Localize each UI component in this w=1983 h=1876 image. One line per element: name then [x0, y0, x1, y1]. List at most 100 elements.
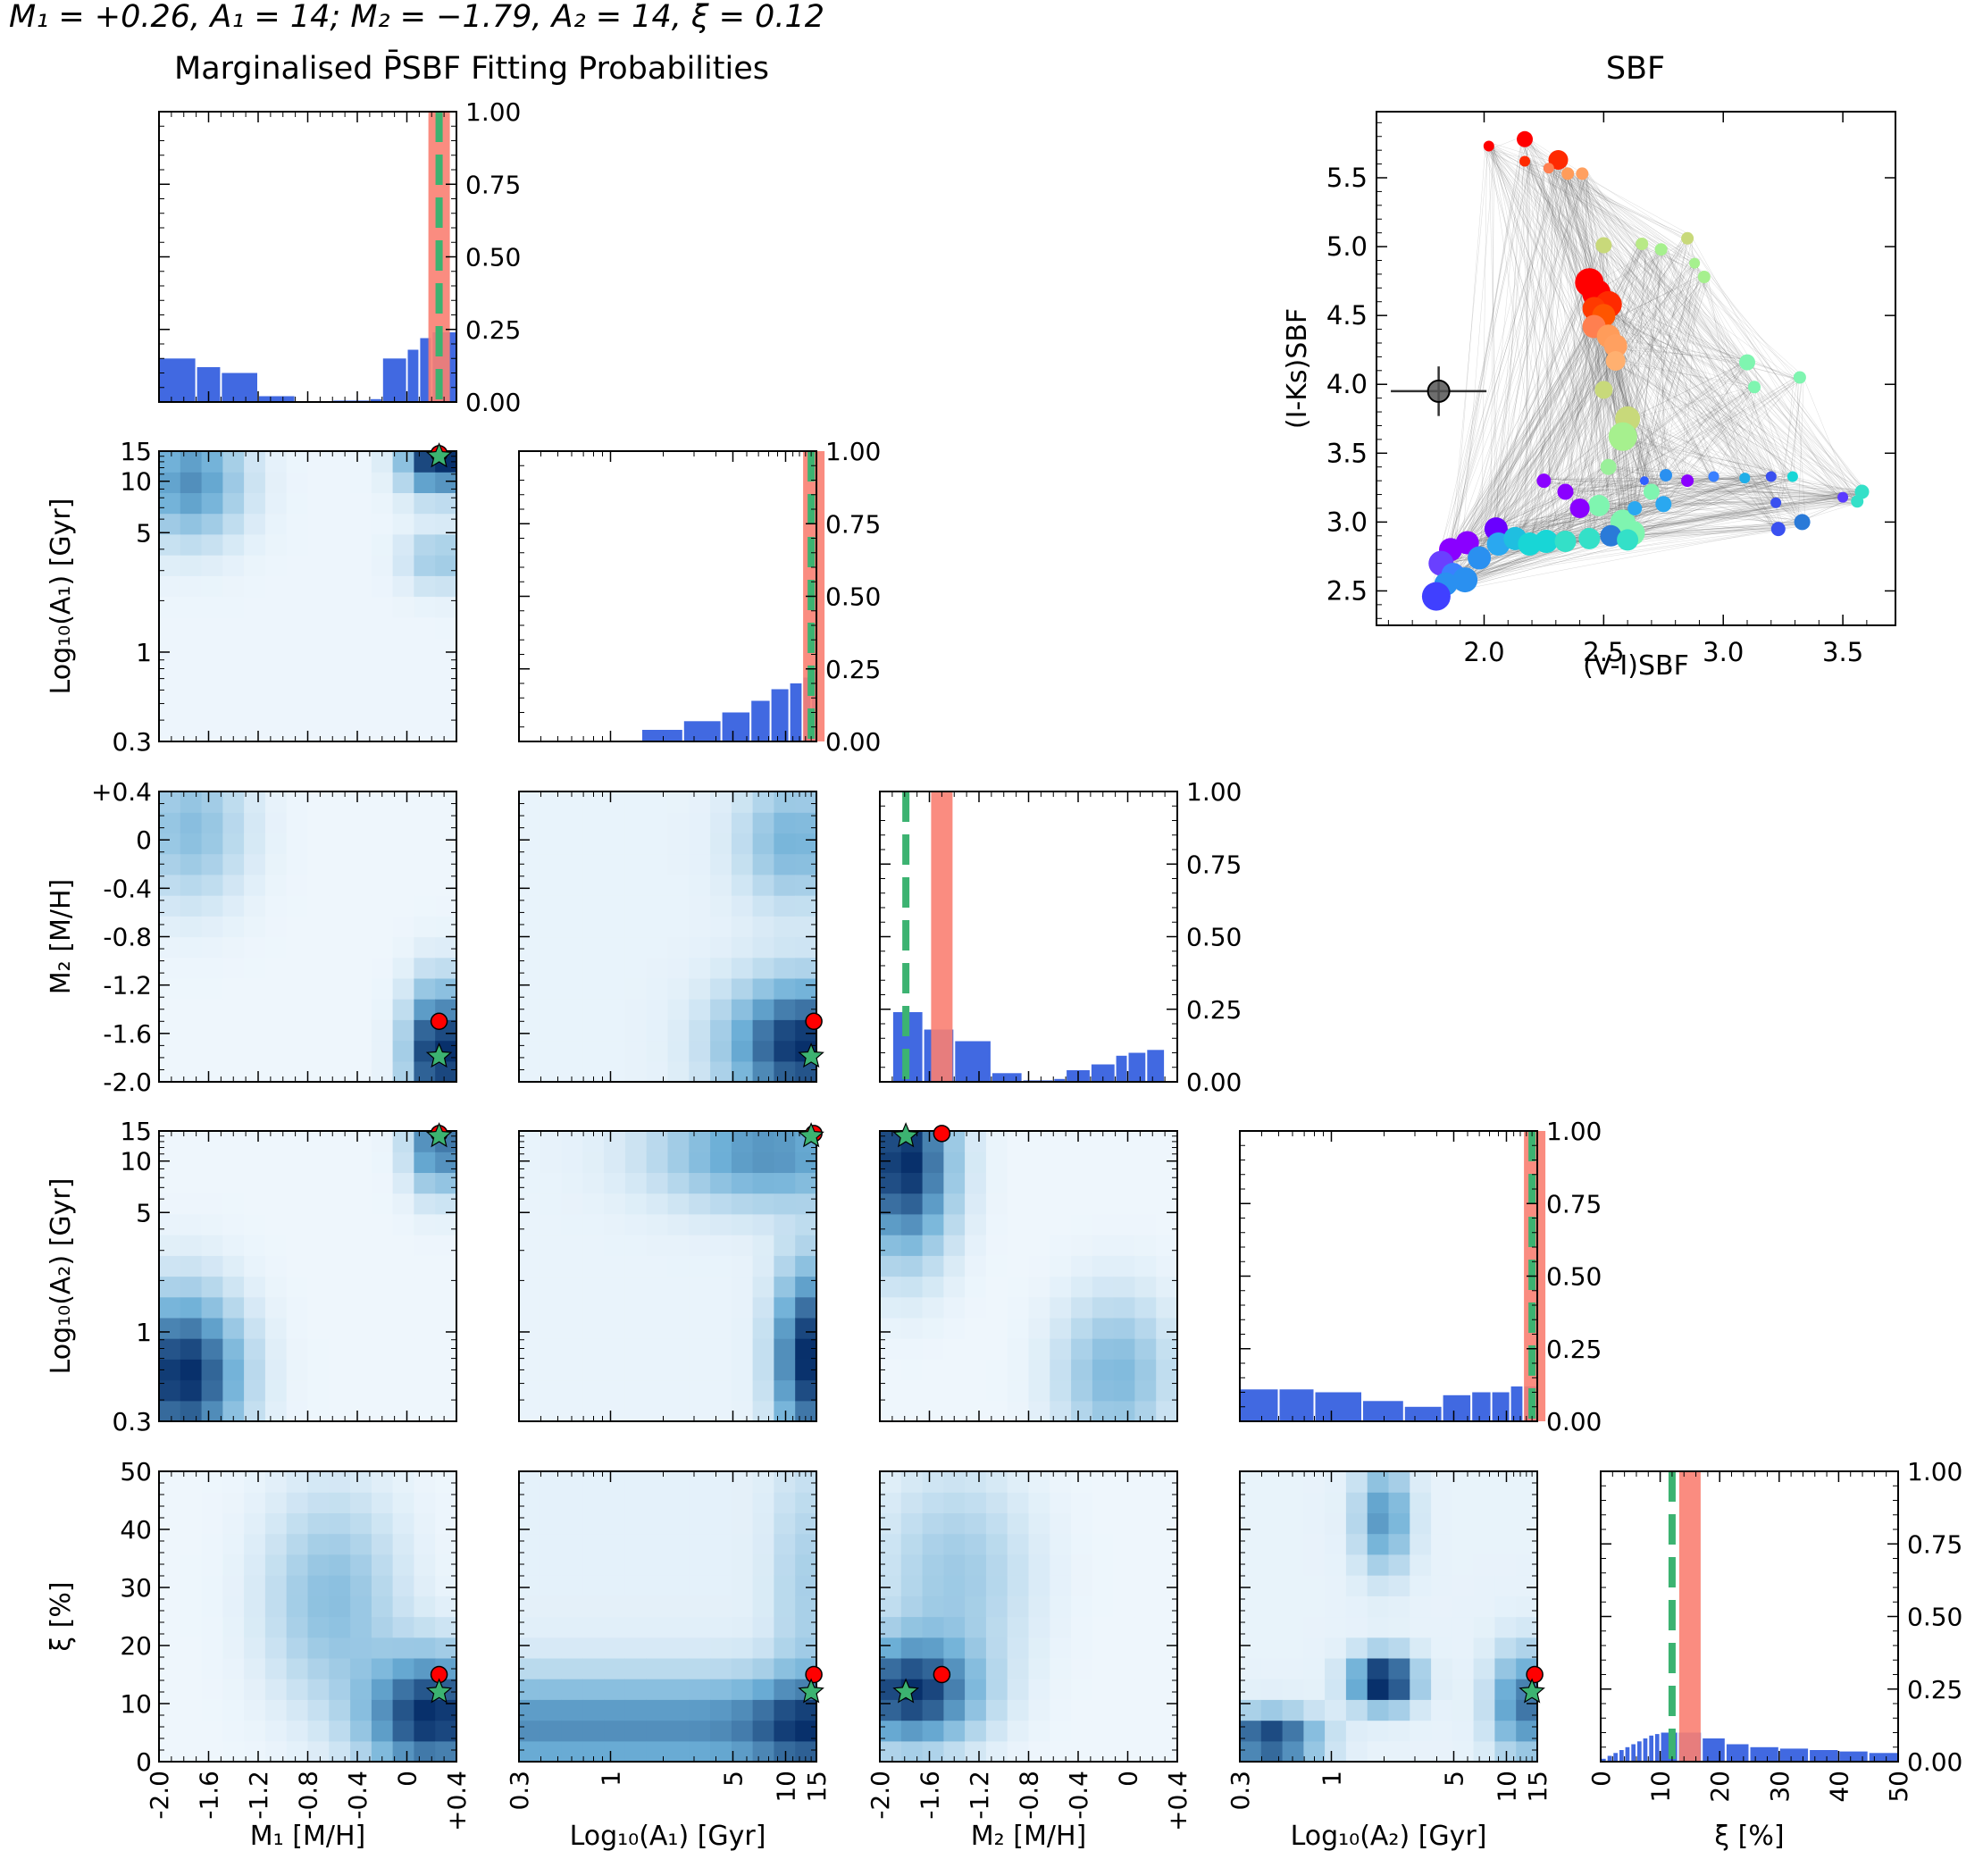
heatmap-cell	[350, 533, 372, 556]
heatmap-cell	[1007, 1720, 1030, 1742]
heatmap-cell	[540, 874, 563, 896]
heatmap-cell	[1494, 1637, 1517, 1659]
mixing-track	[1538, 478, 1777, 480]
heatmap-cell	[689, 1679, 711, 1700]
heatmap-cell	[731, 1255, 754, 1277]
heatmap-cell	[731, 1060, 754, 1083]
heatmap-cell	[180, 1637, 203, 1659]
mixing-track	[1488, 148, 1499, 541]
mixing-track	[1552, 167, 1744, 363]
heatmap-cell	[667, 916, 690, 938]
heatmap-cell	[159, 699, 181, 722]
heatmap-cell	[307, 1657, 330, 1679]
heatmap-cell	[1431, 1492, 1453, 1513]
heatmap-cell	[1113, 1492, 1135, 1513]
heatmap-cell	[689, 1740, 711, 1763]
mixing-track	[1548, 260, 1691, 484]
heatmap-cell	[264, 1317, 288, 1339]
heatmap-cell	[201, 555, 223, 576]
heatmap-cell	[519, 1699, 541, 1721]
heatmap-cell	[752, 1317, 774, 1339]
mixing-track	[1620, 344, 1743, 364]
heatmap-cell	[624, 1379, 648, 1402]
heatmap-cell	[752, 1152, 774, 1173]
heatmap-cell	[286, 1131, 309, 1152]
heatmap-cell	[307, 596, 330, 618]
heatmap-cell	[329, 658, 351, 680]
heatmap-cell	[307, 1193, 330, 1215]
heatmap-cell	[159, 936, 181, 959]
heatmap-cell	[264, 833, 288, 855]
heatmap-cell	[1260, 1533, 1284, 1555]
heatmap-cell	[1028, 1152, 1050, 1173]
mixing-track	[1647, 358, 1745, 484]
mixing-track	[1548, 169, 1777, 502]
heatmap-cell	[392, 1512, 414, 1535]
heatmap-cell	[201, 895, 223, 917]
heatmap-cell	[880, 1379, 902, 1402]
heatmap-cell	[1028, 1400, 1050, 1422]
heatmap-cell	[329, 916, 351, 938]
heatmap-cell	[244, 1276, 266, 1298]
heatmap-cell	[519, 1152, 541, 1173]
mixing-track	[1444, 163, 1531, 548]
heatmap-cell	[731, 1172, 754, 1194]
heatmap-cell	[1092, 1657, 1115, 1679]
heatmap-cell	[159, 616, 181, 639]
heatmap-cell	[1071, 1255, 1093, 1277]
heatmap-cell	[222, 658, 245, 680]
heatmap-cell	[350, 1657, 372, 1679]
mixing-track	[1790, 374, 1803, 480]
mixing-track	[1626, 475, 1747, 543]
heatmap-cell	[731, 1193, 754, 1215]
heatmap-cell	[922, 1276, 944, 1298]
mixing-track	[1549, 318, 1599, 479]
heatmap-cell	[222, 1679, 245, 1700]
heatmap-cell	[329, 492, 351, 515]
heatmap-cell	[371, 1699, 394, 1721]
heatmap-cell	[1028, 1720, 1050, 1742]
heatmap-cell	[264, 1193, 288, 1215]
heatmap-cell	[965, 1193, 987, 1215]
heatmap-cell	[731, 1317, 754, 1339]
heatmap-cell	[1473, 1637, 1495, 1659]
heatmap-cell	[264, 1152, 288, 1173]
heatmap-cell	[307, 658, 330, 680]
heatmap-cell	[689, 833, 711, 855]
heatmap-cell	[392, 1276, 414, 1298]
heatmap-cell	[435, 1720, 457, 1742]
heatmap-cell	[307, 472, 330, 493]
heatmap-cell	[371, 1338, 394, 1360]
heatmap-cell	[646, 1492, 669, 1513]
heatmap-cell	[1092, 1338, 1115, 1360]
heatmap-cell	[350, 1359, 372, 1381]
heatmap-cell	[414, 699, 436, 722]
heatmap-cell	[329, 1172, 351, 1194]
heatmap-cell	[350, 791, 372, 813]
heatmap-cell	[795, 1616, 817, 1638]
heatmap-cell	[1007, 1317, 1030, 1339]
mixing-track	[1492, 469, 1613, 527]
heatmap-cell	[159, 1296, 181, 1319]
heatmap-cell	[1260, 1492, 1284, 1513]
mixing-track	[1526, 137, 1543, 483]
heatmap-cell	[307, 1060, 330, 1083]
heatmap-cell	[1156, 1317, 1178, 1339]
mixing-track	[1625, 475, 1774, 541]
mixing-track	[1640, 244, 1747, 478]
mixing-track	[1439, 475, 1711, 598]
mixing-track	[1436, 505, 1776, 595]
heatmap-cell	[624, 1172, 648, 1194]
y-tick-label: 1	[136, 638, 152, 667]
heatmap-cell	[561, 1213, 583, 1235]
heatmap-cell	[350, 1379, 372, 1402]
heatmap-cell	[795, 1359, 817, 1381]
mixing-track	[1490, 147, 1610, 534]
heatmap-cell	[1431, 1512, 1453, 1535]
heatmap-cell	[900, 1213, 924, 1235]
heatmap-cell	[582, 1235, 605, 1256]
heatmap-cell	[371, 699, 394, 722]
mixing-track	[1594, 503, 1781, 505]
heatmap-cell	[519, 1338, 541, 1360]
heatmap-cell	[689, 936, 711, 959]
